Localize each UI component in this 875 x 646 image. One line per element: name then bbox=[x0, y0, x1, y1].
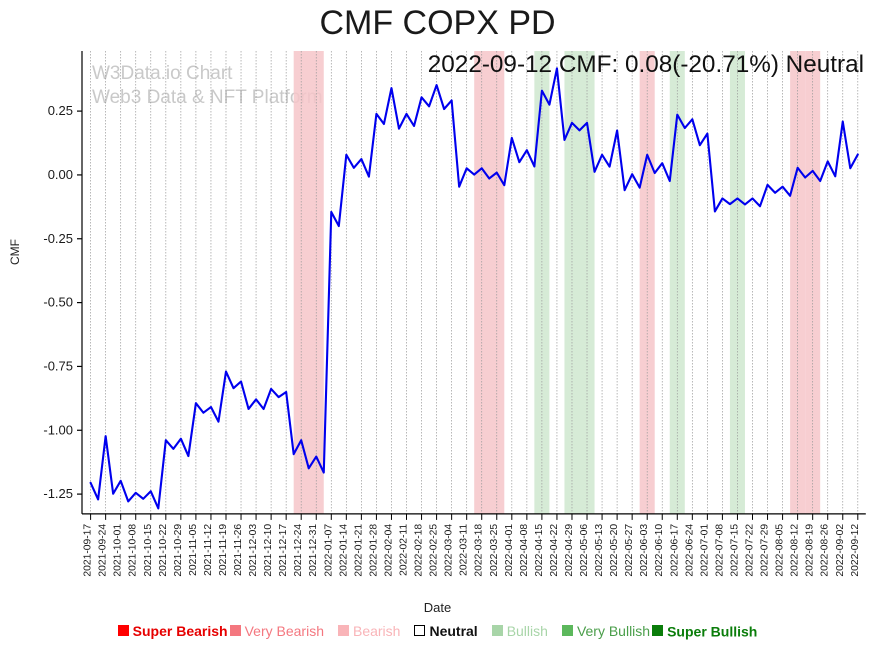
svg-text:2022-05-27: 2022-05-27 bbox=[624, 524, 635, 577]
svg-text:2022-04-22: 2022-04-22 bbox=[549, 524, 560, 577]
svg-text:2022-01-28: 2022-01-28 bbox=[368, 524, 379, 577]
svg-text:2022-06-03: 2022-06-03 bbox=[639, 524, 650, 577]
svg-text:2022-08-05: 2022-08-05 bbox=[775, 524, 786, 577]
svg-text:2022-07-08: 2022-07-08 bbox=[714, 524, 725, 577]
svg-text:2021-11-19: 2021-11-19 bbox=[218, 524, 229, 576]
svg-text:2022-06-17: 2022-06-17 bbox=[669, 524, 680, 577]
svg-text:2021-11-12: 2021-11-12 bbox=[203, 524, 214, 576]
svg-text:2022-07-01: 2022-07-01 bbox=[699, 524, 710, 577]
svg-text:2022-01-07: 2022-01-07 bbox=[323, 524, 334, 577]
svg-text:2022-02-04: 2022-02-04 bbox=[383, 524, 394, 577]
svg-text:2021-12-31: 2021-12-31 bbox=[308, 524, 319, 577]
svg-text:2021-10-15: 2021-10-15 bbox=[143, 524, 154, 577]
svg-text:2021-10-29: 2021-10-29 bbox=[173, 524, 184, 577]
svg-text:2022-06-24: 2022-06-24 bbox=[684, 524, 695, 577]
svg-text:2022-09-12: 2022-09-12 bbox=[850, 524, 861, 577]
svg-text:2022-01-14: 2022-01-14 bbox=[338, 524, 349, 577]
svg-text:2022-05-13: 2022-05-13 bbox=[594, 524, 605, 577]
svg-text:2022-08-12: 2022-08-12 bbox=[790, 524, 801, 577]
svg-text:2022-07-22: 2022-07-22 bbox=[745, 524, 756, 577]
svg-text:2021-10-01: 2021-10-01 bbox=[113, 524, 124, 577]
svg-text:2021-12-10: 2021-12-10 bbox=[263, 524, 274, 577]
svg-text:2022-06-10: 2022-06-10 bbox=[654, 524, 665, 577]
svg-text:2021-10-08: 2021-10-08 bbox=[128, 524, 139, 577]
svg-text:2021-11-26: 2021-11-26 bbox=[233, 524, 244, 576]
svg-text:2022-02-25: 2022-02-25 bbox=[429, 524, 440, 577]
svg-text:2022-08-19: 2022-08-19 bbox=[805, 524, 816, 577]
svg-text:2022-03-04: 2022-03-04 bbox=[444, 524, 455, 577]
svg-text:2022-05-06: 2022-05-06 bbox=[579, 524, 590, 577]
svg-text:2022-04-15: 2022-04-15 bbox=[534, 524, 545, 577]
svg-text:2022-04-29: 2022-04-29 bbox=[564, 524, 575, 577]
svg-text:2022-03-11: 2022-03-11 bbox=[459, 524, 470, 576]
svg-text:2021-11-05: 2021-11-05 bbox=[188, 524, 199, 576]
svg-text:2021-12-03: 2021-12-03 bbox=[248, 524, 259, 577]
svg-text:2022-03-18: 2022-03-18 bbox=[474, 524, 485, 577]
svg-text:2022-02-18: 2022-02-18 bbox=[414, 524, 425, 577]
svg-text:2022-08-26: 2022-08-26 bbox=[820, 524, 831, 577]
svg-text:2021-10-22: 2021-10-22 bbox=[158, 524, 169, 577]
svg-text:2021-12-24: 2021-12-24 bbox=[293, 524, 304, 577]
svg-text:2022-02-11: 2022-02-11 bbox=[399, 524, 410, 576]
svg-text:2022-07-29: 2022-07-29 bbox=[760, 524, 771, 577]
svg-text:2022-04-08: 2022-04-08 bbox=[519, 524, 530, 577]
svg-text:2022-03-25: 2022-03-25 bbox=[489, 524, 500, 577]
svg-text:2022-04-01: 2022-04-01 bbox=[504, 524, 515, 577]
svg-text:2021-12-17: 2021-12-17 bbox=[278, 524, 289, 577]
svg-text:2021-09-17: 2021-09-17 bbox=[83, 524, 94, 577]
svg-text:2022-09-02: 2022-09-02 bbox=[835, 524, 846, 577]
svg-text:2022-01-21: 2022-01-21 bbox=[353, 524, 364, 577]
svg-text:2021-09-24: 2021-09-24 bbox=[98, 524, 109, 577]
svg-text:2022-07-15: 2022-07-15 bbox=[729, 524, 740, 577]
svg-text:2022-05-20: 2022-05-20 bbox=[609, 524, 620, 577]
